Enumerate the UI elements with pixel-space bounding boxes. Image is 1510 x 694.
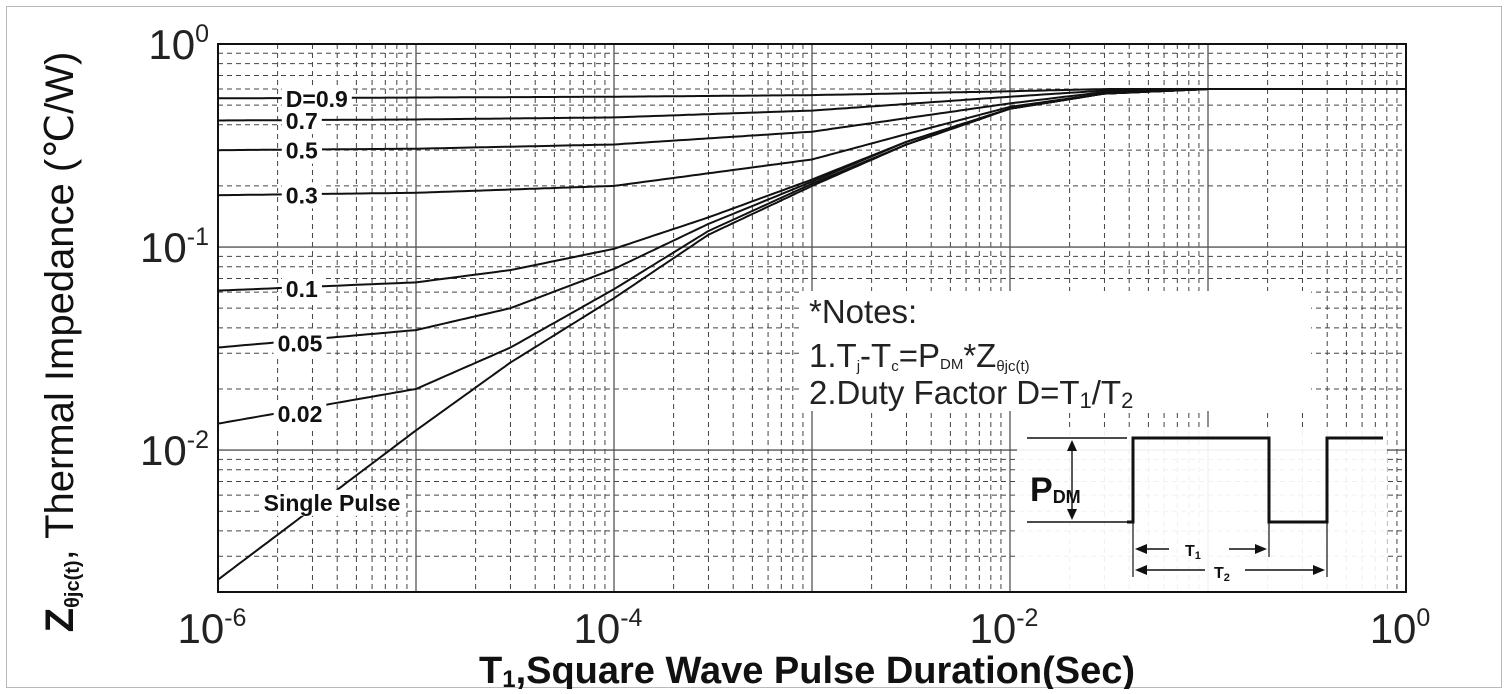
pulse-inset: PDM T1 T2 [1017, 427, 1387, 595]
y-tick-label-1: 10-1 [140, 223, 209, 271]
curve-label-2: 0.5 [286, 138, 318, 164]
curve-label-bg-0 [281, 86, 352, 113]
curve-label-5: 0.05 [278, 330, 323, 356]
curve-label-bg-5 [273, 330, 327, 357]
curve-label-bg-3 [281, 182, 322, 209]
t1-arrow-head-left [1135, 544, 1147, 554]
curve-label-3: 0.3 [286, 182, 318, 208]
notes-line-1: 1.Tj-Tc=PDM*Zθjc(t) [809, 337, 1030, 375]
x-axis-title: T1,Square Wave Pulse Duration(Sec) [479, 650, 1135, 689]
curve-label-0: D=0.9 [286, 86, 348, 112]
t1-label: T1 [1185, 543, 1201, 562]
curve-label-7: Single Pulse [264, 490, 401, 516]
curve-label-bg-1 [281, 108, 322, 135]
plot-border [217, 43, 1407, 593]
curve-label-layer: D=0.90.7 0.5 0.3 0.1 0.05 0.02 Single Pulse [259, 86, 405, 516]
tick-label-layer: 10-6 10-4 10-2 100 100 10-1 10-2 [140, 20, 1430, 652]
y-axis-title-group: Zθjc(t), Thermal Impedance (℃/W) [38, 52, 84, 633]
pulse-waveform [1127, 436, 1383, 524]
t2-arrow-head-right [1313, 565, 1325, 575]
notes-block: *Notes: 1.Tj-Tc=PDM*Zθjc(t) 2.Duty Facto… [799, 291, 1311, 413]
curve-label-4: 0.1 [286, 276, 318, 302]
y-tick-label-2: 10-2 [140, 426, 209, 474]
notes-title: *Notes: [809, 293, 917, 330]
curve-label-bg-7 [259, 489, 405, 516]
curve-label-bg-4 [281, 275, 322, 302]
t1-arrow-head-right [1255, 544, 1267, 554]
notes-line-2: 2.Duty Factor D=T1/T2 [809, 374, 1133, 413]
curve-label-bg-6 [273, 401, 327, 428]
thermal-impedance-chart: D=0.90.7 0.5 0.3 0.1 0.05 0.02 Single Pulse 10… [38, 20, 1430, 689]
series-layer [217, 88, 1406, 581]
pdm-arrow-head-up [1067, 440, 1077, 451]
curve-label-bg-2 [281, 137, 322, 164]
chart-frame: D=0.9 0.7 0.5 0.3 0.1 0.05 0.02 Single Pulse 10… [6, 6, 1502, 689]
pdm-arrow-head-down [1067, 509, 1077, 520]
series-line-7 [217, 88, 1406, 581]
x-tick-label-1: 10-4 [574, 604, 643, 652]
x-tick-label-2: 10-2 [970, 604, 1039, 652]
pdm-label: PDM [1030, 471, 1081, 509]
t2-arrow-head-left [1135, 565, 1147, 575]
t2-label: T2 [1214, 565, 1230, 584]
x-tick-label-3: 100 [1370, 604, 1431, 652]
y-tick-label-0: 100 [148, 20, 209, 68]
x-tick-label-0: 10-6 [178, 604, 247, 652]
curve-label-6: 0.02 [278, 401, 323, 427]
curve-label-1: 0.7 [286, 108, 318, 134]
y-axis-title: Zθjc(t), Thermal Impedance (℃/W) [38, 52, 84, 633]
